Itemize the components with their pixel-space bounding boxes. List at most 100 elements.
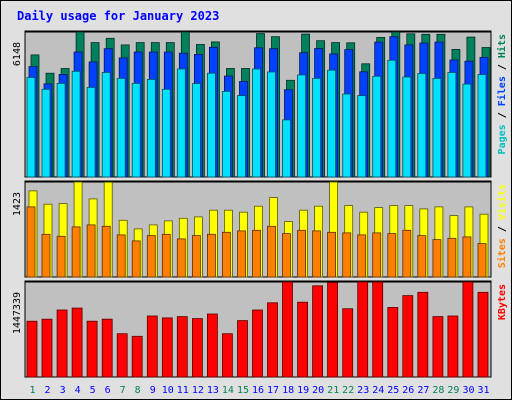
- panel-hits-legend: Pages / Files / Hits: [496, 34, 508, 154]
- panel-kbytes: 1447339 KBytes: [12, 280, 508, 378]
- day-label-11: 11: [177, 385, 189, 396]
- day-label-14: 14: [222, 385, 234, 396]
- day-label-2: 2: [44, 385, 50, 396]
- bar-sites-day-8: [131, 240, 141, 278]
- bar-sites-day-18: [282, 233, 291, 278]
- day-label-15: 15: [237, 385, 249, 396]
- bar-kbytes-day-20: [312, 285, 324, 378]
- day-label-20: 20: [312, 385, 324, 396]
- legend-hits-part-3: /: [497, 58, 508, 76]
- bar-kbytes-day-23: [357, 281, 369, 378]
- bar-kbytes-day-4: [71, 307, 83, 378]
- day-label-16: 16: [252, 385, 264, 396]
- legend-visits-part-0: Sites: [496, 238, 508, 268]
- bar-pages-day-12: [191, 83, 201, 178]
- bar-kbytes-day-5: [86, 320, 98, 378]
- bar-sites-day-7: [116, 234, 126, 278]
- bar-pages-day-2: [41, 88, 51, 178]
- bar-sites-day-10: [161, 233, 171, 278]
- bar-pages-day-23: [357, 95, 367, 178]
- bar-pages-day-17: [267, 71, 276, 178]
- bar-kbytes-day-6: [101, 318, 113, 378]
- bar-kbytes-day-11: [176, 316, 188, 378]
- day-label-24: 24: [372, 385, 384, 396]
- bar-sites-day-30: [462, 236, 472, 278]
- bar-pages-day-26: [402, 76, 412, 178]
- panel-visits: 1423 Sites / Visits: [12, 180, 508, 278]
- legend-hits-part-0: Pages: [497, 124, 508, 154]
- bar-kbytes-day-24: [372, 281, 384, 378]
- panel-kbytes-legend: KBytes: [497, 284, 508, 320]
- bar-pages-day-15: [237, 95, 246, 178]
- bar-pages-day-21: [327, 69, 337, 178]
- bar-kbytes-day-21: [327, 282, 339, 378]
- day-label-18: 18: [282, 385, 294, 396]
- bar-sites-day-3: [56, 235, 66, 278]
- bar-kbytes-day-28: [432, 316, 444, 378]
- legend-visits-part-1: /: [497, 220, 508, 238]
- bar-kbytes-day-26: [402, 295, 414, 378]
- bar-kbytes-day-7: [116, 333, 128, 378]
- bar-pages-day-3: [56, 83, 66, 178]
- legend-visits-part-2: Visits: [496, 184, 508, 220]
- bar-sites-day-22: [342, 232, 352, 278]
- bar-pages-day-31: [477, 74, 487, 178]
- day-label-23: 23: [357, 385, 369, 396]
- bar-sites-day-13: [206, 233, 216, 278]
- bar-pages-day-20: [312, 78, 322, 178]
- bar-sites-day-15: [237, 230, 246, 278]
- day-label-10: 10: [162, 385, 174, 396]
- day-label-26: 26: [402, 385, 414, 396]
- panel-kbytes-tick-label: 1447339: [12, 292, 23, 334]
- bar-sites-day-5: [86, 224, 96, 278]
- chart-title: Daily usage for January 2023: [17, 9, 220, 23]
- bar-pages-day-9: [146, 79, 156, 178]
- bar-sites-day-23: [357, 234, 367, 278]
- bar-pages-day-22: [342, 93, 352, 178]
- bar-pages-day-27: [417, 73, 427, 178]
- day-label-9: 9: [150, 385, 156, 396]
- legend-hits-part-1: /: [497, 106, 508, 124]
- day-label-19: 19: [297, 385, 309, 396]
- bar-sites-day-19: [297, 229, 307, 278]
- day-label-22: 22: [342, 385, 354, 396]
- bar-pages-day-1: [26, 77, 36, 178]
- bar-kbytes-day-30: [462, 281, 474, 378]
- bar-pages-day-6: [101, 72, 111, 178]
- bar-kbytes-day-3: [56, 309, 68, 378]
- bar-sites-day-26: [402, 229, 412, 278]
- legend-kbytes-part-0: KBytes: [497, 284, 508, 320]
- day-label-8: 8: [135, 385, 141, 396]
- bar-sites-day-17: [267, 225, 276, 278]
- bar-kbytes-day-10: [161, 317, 173, 378]
- bar-pages-day-25: [387, 59, 397, 178]
- day-label-30: 30: [462, 385, 474, 396]
- panel-visits-legend: Sites / Visits: [496, 184, 508, 268]
- panel-visits-tick-label: 1423: [12, 192, 23, 216]
- bar-pages-day-10: [161, 88, 171, 178]
- bar-pages-day-28: [432, 78, 442, 178]
- day-label-6: 6: [105, 385, 111, 396]
- day-labels: 1 2 3 4 5 6 7 8 9 10 11 12 13 14 15 16 17 18 19 20 21 22 23 24 2…: [29, 385, 489, 396]
- bar-kbytes-day-31: [477, 291, 489, 378]
- bar-sites-day-4: [71, 226, 81, 278]
- day-label-31: 31: [477, 385, 489, 396]
- bar-kbytes-day-9: [146, 315, 158, 378]
- bar-sites-day-14: [221, 231, 231, 278]
- bar-kbytes-day-18: [282, 281, 293, 378]
- bar-pages-day-18: [282, 119, 291, 178]
- bar-kbytes-day-19: [297, 301, 309, 378]
- bar-sites-day-25: [387, 233, 397, 278]
- bar-pages-day-19: [297, 74, 307, 178]
- bar-pages-day-30: [462, 83, 472, 178]
- bar-sites-day-16: [252, 229, 261, 278]
- bar-kbytes-day-1: [26, 320, 38, 378]
- bar-sites-day-29: [447, 237, 457, 278]
- day-label-13: 13: [207, 385, 219, 396]
- day-label-21: 21: [327, 385, 339, 396]
- bar-kbytes-day-16: [252, 309, 263, 378]
- bar-kbytes-day-12: [191, 318, 203, 378]
- bar-sites-day-2: [41, 233, 51, 278]
- bar-pages-day-5: [86, 87, 96, 178]
